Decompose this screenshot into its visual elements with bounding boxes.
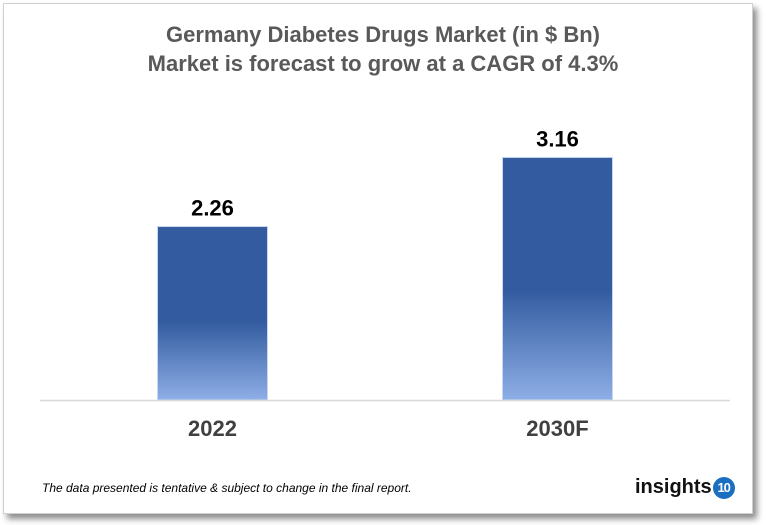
data-label: 3.16 — [536, 126, 579, 151]
logo-badge: 10 — [712, 476, 735, 499]
chart-title: Germany Diabetes Drugs Market (in $ Bn) — [165, 22, 600, 47]
data-label: 2.26 — [191, 196, 234, 221]
chart-card — [3, 3, 753, 514]
bar-2030F — [502, 156, 613, 401]
logo-text: insights — [635, 476, 712, 498]
x-tick-label: 2022 — [188, 416, 237, 441]
bar-2022 — [157, 226, 268, 401]
x-tick-label: 2030F — [526, 416, 588, 441]
chart-subtitle: Market is forecast to grow at a CAGR of … — [147, 51, 619, 76]
footnote: The data presented is tentative & subjec… — [42, 481, 412, 495]
insights10-logo: insights 10 — [635, 476, 735, 499]
